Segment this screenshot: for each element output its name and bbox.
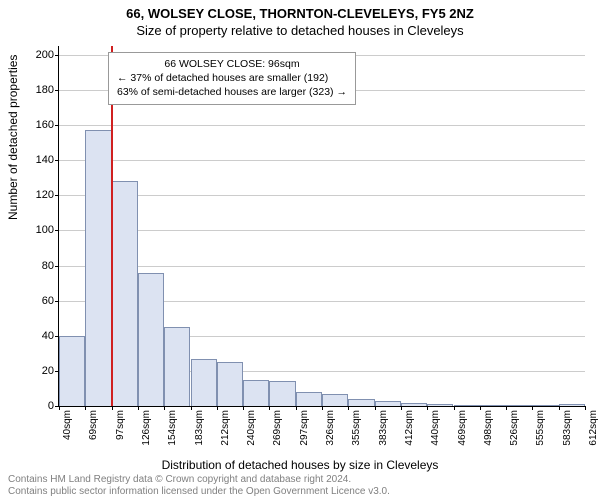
y-tick-label: 0 bbox=[24, 400, 54, 412]
x-tick-label: 526sqm bbox=[509, 410, 520, 446]
x-tick-label: 183sqm bbox=[194, 410, 205, 446]
x-tick-label: 355sqm bbox=[351, 410, 362, 446]
histogram-bar bbox=[454, 405, 480, 406]
histogram-bar bbox=[427, 404, 453, 406]
histogram-bar bbox=[269, 381, 295, 406]
x-tick-mark bbox=[164, 406, 165, 410]
x-tick-mark bbox=[217, 406, 218, 410]
y-tick-mark bbox=[55, 160, 59, 161]
x-tick-label: 212sqm bbox=[220, 410, 231, 446]
x-tick-label: 40sqm bbox=[62, 410, 73, 440]
x-tick-label: 612sqm bbox=[588, 410, 599, 446]
y-tick-label: 160 bbox=[24, 119, 54, 131]
histogram-bar bbox=[112, 181, 138, 406]
y-tick-label: 140 bbox=[24, 154, 54, 166]
histogram-bar bbox=[348, 399, 374, 406]
x-tick-mark bbox=[532, 406, 533, 410]
annotation-smaller: ← 37% of detached houses are smaller (19… bbox=[117, 71, 347, 85]
x-tick-mark bbox=[85, 406, 86, 410]
histogram-bar bbox=[164, 327, 190, 406]
x-tick-mark bbox=[59, 406, 60, 410]
x-tick-mark bbox=[454, 406, 455, 410]
x-tick-label: 469sqm bbox=[457, 410, 468, 446]
x-tick-mark bbox=[559, 406, 560, 410]
histogram-bar bbox=[532, 405, 558, 406]
y-tick-mark bbox=[55, 230, 59, 231]
histogram-bar bbox=[138, 273, 164, 406]
x-tick-mark bbox=[480, 406, 481, 410]
y-tick-mark bbox=[55, 125, 59, 126]
y-tick-label: 180 bbox=[24, 84, 54, 96]
annotation-box: 66 WOLSEY CLOSE: 96sqm ← 37% of detached… bbox=[108, 52, 356, 105]
histogram-bar bbox=[322, 394, 348, 406]
x-tick-label: 69sqm bbox=[88, 410, 99, 440]
histogram-bar bbox=[375, 401, 401, 406]
x-tick-label: 297sqm bbox=[299, 410, 310, 446]
annotation-larger: 63% of semi-detached houses are larger (… bbox=[117, 85, 347, 99]
x-tick-mark bbox=[375, 406, 376, 410]
y-tick-mark bbox=[55, 90, 59, 91]
x-tick-mark bbox=[322, 406, 323, 410]
y-tick-label: 100 bbox=[24, 224, 54, 236]
x-tick-mark bbox=[269, 406, 270, 410]
x-tick-label: 583sqm bbox=[562, 410, 573, 446]
gridline bbox=[59, 125, 585, 126]
x-tick-mark bbox=[191, 406, 192, 410]
histogram-bar bbox=[296, 392, 322, 406]
x-tick-label: 240sqm bbox=[246, 410, 257, 446]
histogram-bar bbox=[85, 130, 111, 406]
gridline bbox=[59, 160, 585, 161]
gridline bbox=[59, 230, 585, 231]
x-tick-label: 498sqm bbox=[483, 410, 494, 446]
x-tick-mark bbox=[243, 406, 244, 410]
x-tick-mark bbox=[506, 406, 507, 410]
histogram-bar bbox=[217, 362, 243, 406]
histogram-bar bbox=[401, 403, 427, 407]
x-tick-mark bbox=[138, 406, 139, 410]
chart-subtitle: Size of property relative to detached ho… bbox=[0, 21, 600, 38]
x-tick-label: 412sqm bbox=[404, 410, 415, 446]
x-tick-label: 383sqm bbox=[378, 410, 389, 446]
chart-container: 66, WOLSEY CLOSE, THORNTON-CLEVELEYS, FY… bbox=[0, 0, 600, 500]
y-tick-label: 20 bbox=[24, 365, 54, 377]
y-tick-mark bbox=[55, 266, 59, 267]
x-tick-label: 326sqm bbox=[325, 410, 336, 446]
x-tick-mark bbox=[296, 406, 297, 410]
x-axis-label: Distribution of detached houses by size … bbox=[0, 458, 600, 472]
gridline bbox=[59, 266, 585, 267]
annotation-title: 66 WOLSEY CLOSE: 96sqm bbox=[117, 57, 347, 71]
x-tick-label: 97sqm bbox=[115, 410, 126, 440]
x-tick-label: 555sqm bbox=[535, 410, 546, 446]
gridline bbox=[59, 195, 585, 196]
x-tick-mark bbox=[427, 406, 428, 410]
x-tick-label: 154sqm bbox=[167, 410, 178, 446]
plot-area: 40sqm69sqm97sqm126sqm154sqm183sqm212sqm2… bbox=[58, 46, 584, 406]
y-tick-label: 40 bbox=[24, 330, 54, 342]
y-axis-label: Number of detached properties bbox=[6, 55, 20, 220]
x-tick-mark bbox=[112, 406, 113, 410]
histogram-bar bbox=[191, 359, 217, 406]
attribution-line-1: Contains HM Land Registry data © Crown c… bbox=[8, 474, 390, 486]
y-tick-label: 60 bbox=[24, 295, 54, 307]
chart-title: 66, WOLSEY CLOSE, THORNTON-CLEVELEYS, FY… bbox=[0, 0, 600, 21]
histogram-bar bbox=[243, 380, 269, 406]
x-tick-mark bbox=[348, 406, 349, 410]
attribution-line-2: Contains public sector information licen… bbox=[8, 486, 390, 498]
x-tick-mark bbox=[401, 406, 402, 410]
x-tick-label: 440sqm bbox=[430, 410, 441, 446]
y-tick-mark bbox=[55, 195, 59, 196]
x-tick-label: 269sqm bbox=[272, 410, 283, 446]
x-tick-mark bbox=[585, 406, 586, 410]
histogram-bar bbox=[59, 336, 85, 406]
y-tick-label: 120 bbox=[24, 189, 54, 201]
x-tick-label: 126sqm bbox=[141, 410, 152, 446]
y-tick-label: 80 bbox=[24, 260, 54, 272]
attribution-text: Contains HM Land Registry data © Crown c… bbox=[8, 474, 390, 498]
histogram-bar bbox=[559, 404, 585, 406]
histogram-bar bbox=[506, 405, 532, 406]
y-tick-mark bbox=[55, 301, 59, 302]
histogram-bar bbox=[480, 405, 506, 406]
y-tick-label: 200 bbox=[24, 49, 54, 61]
y-tick-mark bbox=[55, 55, 59, 56]
